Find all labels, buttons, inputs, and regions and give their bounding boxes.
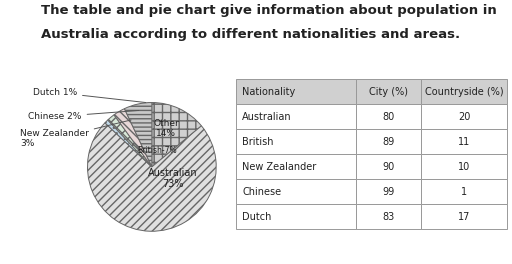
FancyBboxPatch shape bbox=[356, 179, 421, 204]
FancyBboxPatch shape bbox=[236, 204, 356, 229]
FancyBboxPatch shape bbox=[421, 179, 507, 204]
Wedge shape bbox=[108, 115, 152, 167]
Wedge shape bbox=[124, 102, 152, 167]
FancyBboxPatch shape bbox=[421, 104, 507, 129]
Text: Dutch 1%: Dutch 1% bbox=[33, 88, 146, 102]
FancyBboxPatch shape bbox=[236, 79, 356, 104]
FancyBboxPatch shape bbox=[236, 104, 356, 129]
FancyBboxPatch shape bbox=[356, 154, 421, 179]
Text: 17: 17 bbox=[458, 212, 471, 222]
FancyBboxPatch shape bbox=[356, 129, 421, 154]
FancyBboxPatch shape bbox=[356, 79, 421, 104]
Text: Chinese 2%: Chinese 2% bbox=[28, 110, 139, 121]
Text: 80: 80 bbox=[382, 112, 395, 122]
Text: The table and pie chart give information about population in: The table and pie chart give information… bbox=[41, 4, 497, 17]
Text: 10: 10 bbox=[458, 162, 470, 172]
Text: New Zealander
3%: New Zealander 3% bbox=[20, 120, 131, 148]
Text: 1: 1 bbox=[461, 187, 467, 197]
Text: Nationality: Nationality bbox=[242, 87, 295, 97]
Wedge shape bbox=[152, 102, 201, 167]
Text: Australian
73%: Australian 73% bbox=[147, 168, 197, 189]
Wedge shape bbox=[88, 123, 216, 231]
Text: City (%): City (%) bbox=[369, 87, 409, 97]
FancyBboxPatch shape bbox=[421, 204, 507, 229]
Text: 83: 83 bbox=[382, 212, 395, 222]
FancyBboxPatch shape bbox=[356, 104, 421, 129]
Text: 90: 90 bbox=[382, 162, 395, 172]
Text: 99: 99 bbox=[382, 187, 395, 197]
Wedge shape bbox=[114, 109, 152, 167]
Text: New Zealander: New Zealander bbox=[242, 162, 316, 172]
FancyBboxPatch shape bbox=[236, 179, 356, 204]
FancyBboxPatch shape bbox=[421, 154, 507, 179]
Text: Australia according to different nationalities and areas.: Australia according to different nationa… bbox=[41, 28, 460, 41]
Text: Chinese: Chinese bbox=[242, 187, 282, 197]
Text: British: British bbox=[242, 137, 274, 147]
Text: Other
14%: Other 14% bbox=[153, 119, 179, 138]
Text: 20: 20 bbox=[458, 112, 471, 122]
FancyBboxPatch shape bbox=[236, 154, 356, 179]
Text: Dutch: Dutch bbox=[242, 212, 272, 222]
Text: Australian: Australian bbox=[242, 112, 292, 122]
FancyBboxPatch shape bbox=[236, 129, 356, 154]
Wedge shape bbox=[105, 120, 152, 167]
Text: Countryside (%): Countryside (%) bbox=[425, 87, 503, 97]
FancyBboxPatch shape bbox=[421, 129, 507, 154]
FancyBboxPatch shape bbox=[356, 204, 421, 229]
Text: 11: 11 bbox=[458, 137, 470, 147]
Text: 89: 89 bbox=[382, 137, 395, 147]
Text: British-7%: British-7% bbox=[138, 146, 177, 155]
FancyBboxPatch shape bbox=[421, 79, 507, 104]
